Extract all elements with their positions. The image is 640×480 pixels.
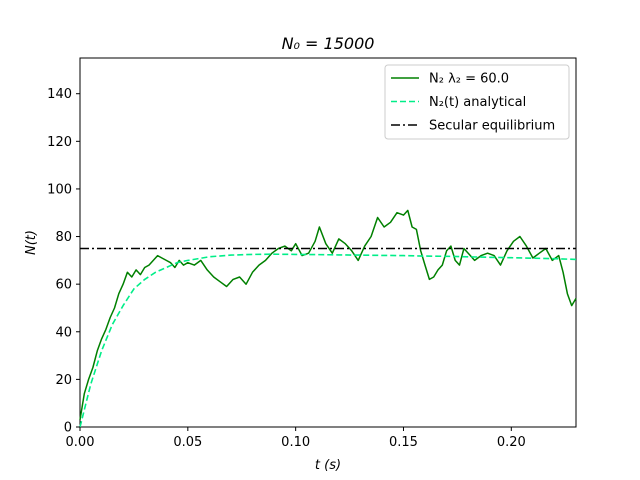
series-line-2 xyxy=(79,253,577,428)
plot-area xyxy=(79,57,577,428)
y-tick-label: 120 xyxy=(47,135,72,150)
legend: N₂ λ₂ = 60.0 N₂(t) analytical Secular equi… xyxy=(384,64,570,140)
legend-box xyxy=(384,64,570,140)
x-axis: 0.00 0.05 0.10 0.15 0.20 xyxy=(66,427,526,450)
y-axis: 0 20 40 60 80 100 120 140 xyxy=(47,87,80,436)
legend-label: N₂(t) analytical xyxy=(429,95,526,110)
x-tick-label: 0.20 xyxy=(497,435,526,450)
legend-label: Secular equilibrium xyxy=(429,119,555,134)
chart-title: N₀ = 15000 xyxy=(282,34,375,53)
y-tick-label: 140 xyxy=(47,87,72,102)
plot-frame xyxy=(79,57,577,428)
x-tick-label: 0.15 xyxy=(389,435,418,450)
legend-label: N₂ λ₂ = 60.0 xyxy=(429,72,509,87)
y-tick-label: 100 xyxy=(47,182,72,197)
series-layer xyxy=(79,209,577,428)
x-tick-label: 0.00 xyxy=(66,435,95,450)
y-tick-label: 80 xyxy=(55,230,72,245)
y-tick-label: 60 xyxy=(55,278,72,293)
x-axis-label: t (s) xyxy=(315,458,341,473)
series-line-1 xyxy=(79,209,577,421)
x-tick-label: 0.10 xyxy=(281,435,310,450)
y-tick-label: 20 xyxy=(55,373,72,388)
y-axis-label: N(t) xyxy=(24,230,39,255)
y-tick-label: 40 xyxy=(55,325,72,340)
x-tick-label: 0.05 xyxy=(173,435,202,450)
y-tick-label: 0 xyxy=(64,421,72,436)
